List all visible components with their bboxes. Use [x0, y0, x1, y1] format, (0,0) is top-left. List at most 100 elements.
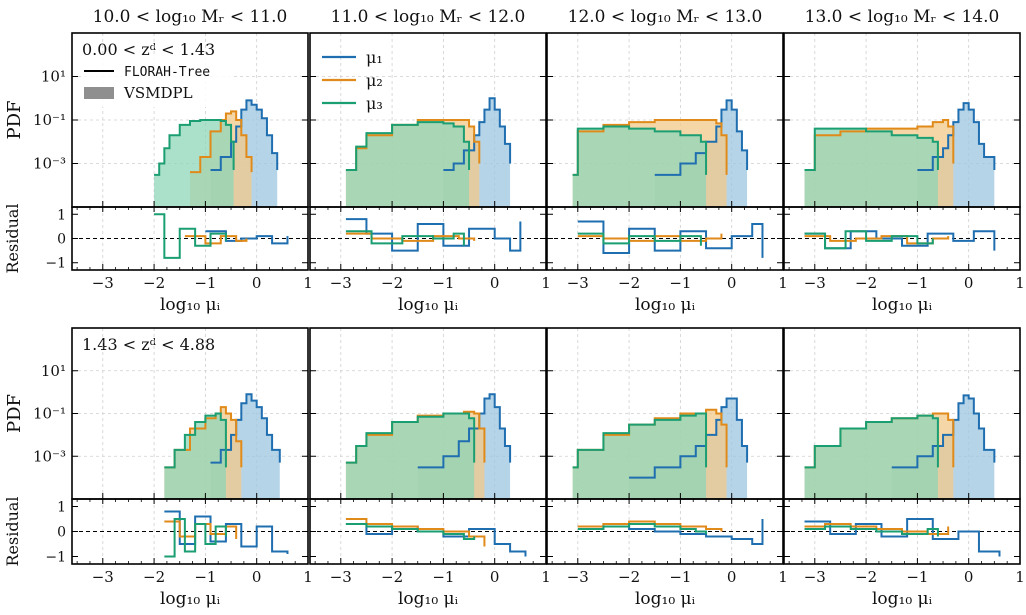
pdf-curves	[164, 393, 281, 499]
x-tick-label: 1	[541, 568, 551, 586]
florah-hist-2	[804, 119, 955, 172]
residual-3	[345, 523, 476, 540]
x-tick-label: 0	[964, 568, 974, 586]
pdf-curves	[154, 99, 279, 207]
column-titles: 10.0 < log₁₀ Mᵣ < 11.0 11.0 < log₁₀ Mᵣ < …	[93, 7, 1000, 27]
x-tick-label: 0	[727, 568, 737, 586]
x-tick-label: −1	[194, 568, 216, 586]
y-axis-label-residual: Residual	[3, 496, 22, 566]
x-tick-label: 1	[778, 568, 788, 586]
legend-label-vsmdpl: VSMDPL	[123, 84, 193, 102]
florah-hist-2	[572, 119, 728, 176]
pdf-curves	[804, 102, 996, 207]
legend-fill-swatch	[84, 87, 114, 99]
x-tick-label: −2	[143, 568, 165, 586]
x-tick-label: −2	[618, 274, 640, 292]
x-tick-label: −1	[194, 274, 216, 292]
residual-tick-label: 1	[57, 500, 66, 516]
x-axis-label: log₁₀ μᵢ	[635, 295, 696, 315]
vsmdpl-hist-3	[572, 126, 707, 207]
x-tick-label: −1	[906, 568, 928, 586]
row-title: 1.43 < zᵈ < 4.88	[82, 335, 215, 354]
y-tick-label: 10⁻³	[33, 155, 66, 173]
y-tick-label: 10¹	[41, 362, 66, 380]
legend-label-mu2: μ₂	[366, 71, 383, 90]
florah-hist-3	[164, 412, 227, 469]
florah-hist-2	[345, 119, 481, 172]
panel-r1-c3: −3 −2 −1 0 1 log₁₀ μᵢ	[783, 327, 1025, 609]
x-tick-label: −2	[143, 274, 165, 292]
x-tick-label: −1	[669, 568, 691, 586]
florah-hist-3	[572, 125, 708, 176]
residual-3	[345, 230, 465, 246]
panel-r1-c0: −3 −2 −1 0 1 log₁₀ μᵢ 10¹ 10⁻¹ 10⁻³ 1 0 −1 PDF Residu…	[3, 327, 313, 609]
residual-1	[345, 218, 522, 252]
florah-hist-1	[417, 393, 512, 469]
residual-3	[804, 525, 939, 537]
x-tick-label: −3	[804, 274, 826, 292]
residual-1	[164, 510, 289, 554]
x-tick-label: −3	[567, 274, 589, 292]
residual-1	[804, 518, 1001, 557]
florah-hist-1	[210, 99, 279, 172]
x-tick-label: −1	[432, 568, 454, 586]
y-tick-label: 10⁻³	[33, 447, 66, 465]
residual-tick-label: 0	[57, 525, 66, 541]
x-axis-label: log₁₀ μᵢ	[398, 295, 459, 315]
x-tick-label: −2	[618, 568, 640, 586]
residual-curves	[72, 207, 308, 270]
panel-r0-c0: −3 −2 −1 0 1 log₁₀ μᵢ 10¹ 10⁻¹ 10⁻³ 1 0 −1 PDF Residu…	[3, 32, 313, 315]
x-tick-label: 1	[778, 274, 788, 292]
residual-tick-label: −1	[45, 256, 66, 272]
column-title: 10.0 < log₁₀ Mᵣ < 11.0	[93, 7, 288, 27]
residual-curves	[784, 499, 1020, 564]
x-tick-label: −3	[92, 568, 114, 586]
legend-label-florah: FLORAH-Tree	[124, 65, 210, 80]
florah-hist-1	[210, 393, 281, 464]
column-title: 13.0 < log₁₀ Mᵣ < 14.0	[805, 7, 1000, 27]
residual-curves	[310, 499, 546, 564]
residual-curves	[547, 499, 783, 564]
x-tick-label: 1	[303, 274, 313, 292]
legend-label-mu3: μ₃	[366, 94, 383, 113]
residual-2	[577, 233, 723, 242]
pdf-curves	[572, 397, 749, 499]
residual-curves	[310, 207, 546, 270]
x-tick-label: −3	[330, 274, 352, 292]
panel-r0-c1: −3 −2 −1 0 1 log₁₀ μᵢ	[309, 32, 551, 315]
x-tick-label: 1	[541, 274, 551, 292]
residual-curves	[784, 207, 1020, 270]
residual-2	[345, 232, 476, 242]
x-axis-label: log₁₀ μᵢ	[398, 589, 459, 609]
residual-2	[164, 520, 238, 539]
x-tick-label: −1	[669, 274, 691, 292]
residual-1	[577, 220, 764, 258]
vsmdpl-hist-3	[154, 120, 234, 207]
residual-3	[577, 523, 708, 534]
panel-r1-c1: −3 −2 −1 0 1 log₁₀ μᵢ	[309, 327, 551, 609]
x-tick-label: −3	[567, 568, 589, 586]
residual-3	[164, 518, 227, 558]
y-tick-label: 10⁻¹	[33, 405, 66, 423]
column-title: 11.0 < log₁₀ Mᵣ < 12.0	[331, 7, 526, 27]
x-tick-label: 1	[1015, 568, 1025, 586]
legend-label-mu1: μ₁	[366, 48, 383, 67]
x-tick-label: −2	[855, 568, 877, 586]
florah-hist-2	[190, 110, 253, 174]
y-axis-label-residual: Residual	[3, 203, 22, 273]
x-axis-label: log₁₀ μᵢ	[160, 589, 221, 609]
florah-hist-1	[891, 394, 996, 469]
x-tick-label: −2	[381, 568, 403, 586]
vsmdpl-hist-3	[804, 128, 938, 207]
vsmdpl-hist-3	[804, 415, 938, 499]
residual-3	[577, 232, 702, 246]
x-tick-label: 0	[490, 568, 500, 586]
florah-hist-1	[629, 397, 749, 479]
vsmdpl-hist-3	[345, 122, 470, 207]
vsmdpl-hist-3	[164, 413, 226, 499]
legend: FLORAH-Tree VSMDPL μ₁ μ₂ μ₃	[84, 48, 383, 113]
x-tick-label: 0	[964, 274, 974, 292]
panel-r0-c2: −3 −2 −1 0 1 log₁₀ μᵢ	[546, 32, 788, 315]
x-tick-label: 0	[727, 274, 737, 292]
